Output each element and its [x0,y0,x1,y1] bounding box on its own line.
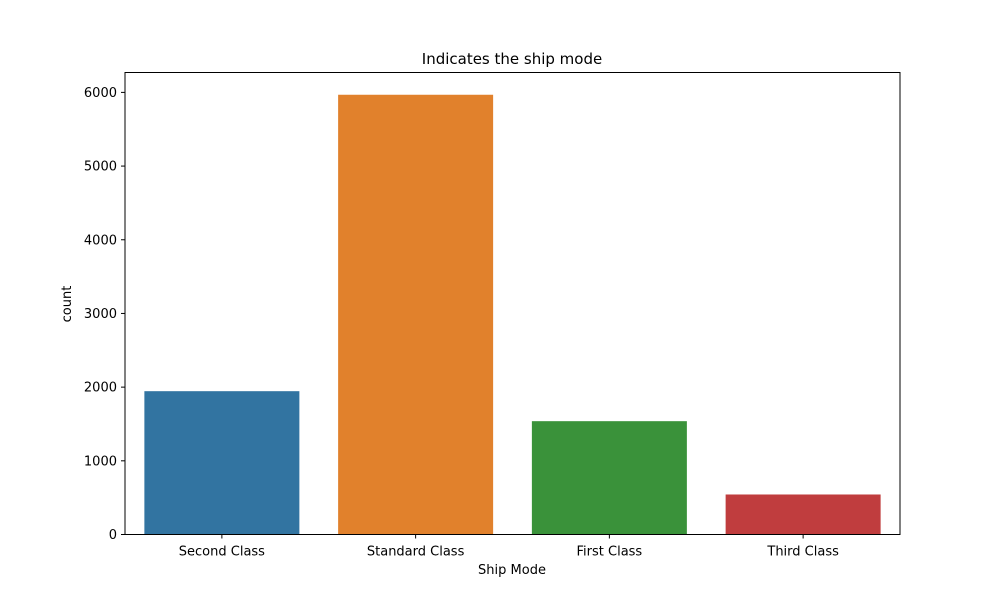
x-tick-label: Second Class [179,545,265,560]
y-tick-label: 3000 [84,307,117,322]
x-axis-label: Ship Mode [478,563,546,578]
y-tick-label: 1000 [84,454,117,469]
y-tick-label: 2000 [84,381,117,396]
x-tick-label: Third Class [766,545,839,560]
y-axis: 0 1000 2000 3000 4000 5000 6000 [84,86,125,543]
bar-standard-class [338,94,494,535]
y-tick-label: 4000 [84,233,117,248]
bar-first-class [531,421,687,535]
bar-third-class [725,494,881,535]
y-tick-label: 6000 [84,86,117,101]
y-tick-label: 5000 [84,160,117,175]
chart-title: Indicates the ship mode [422,50,602,68]
plot-frame [124,72,901,535]
bars-layer [144,94,881,535]
y-tick-label: 0 [109,528,117,543]
x-tick-label: First Class [577,545,643,560]
x-tick-label: Standard Class [367,545,465,560]
bar-second-class [144,391,300,535]
x-axis: Second Class Standard Class First Class Thi… [179,534,839,560]
y-axis-label: count [60,286,75,323]
